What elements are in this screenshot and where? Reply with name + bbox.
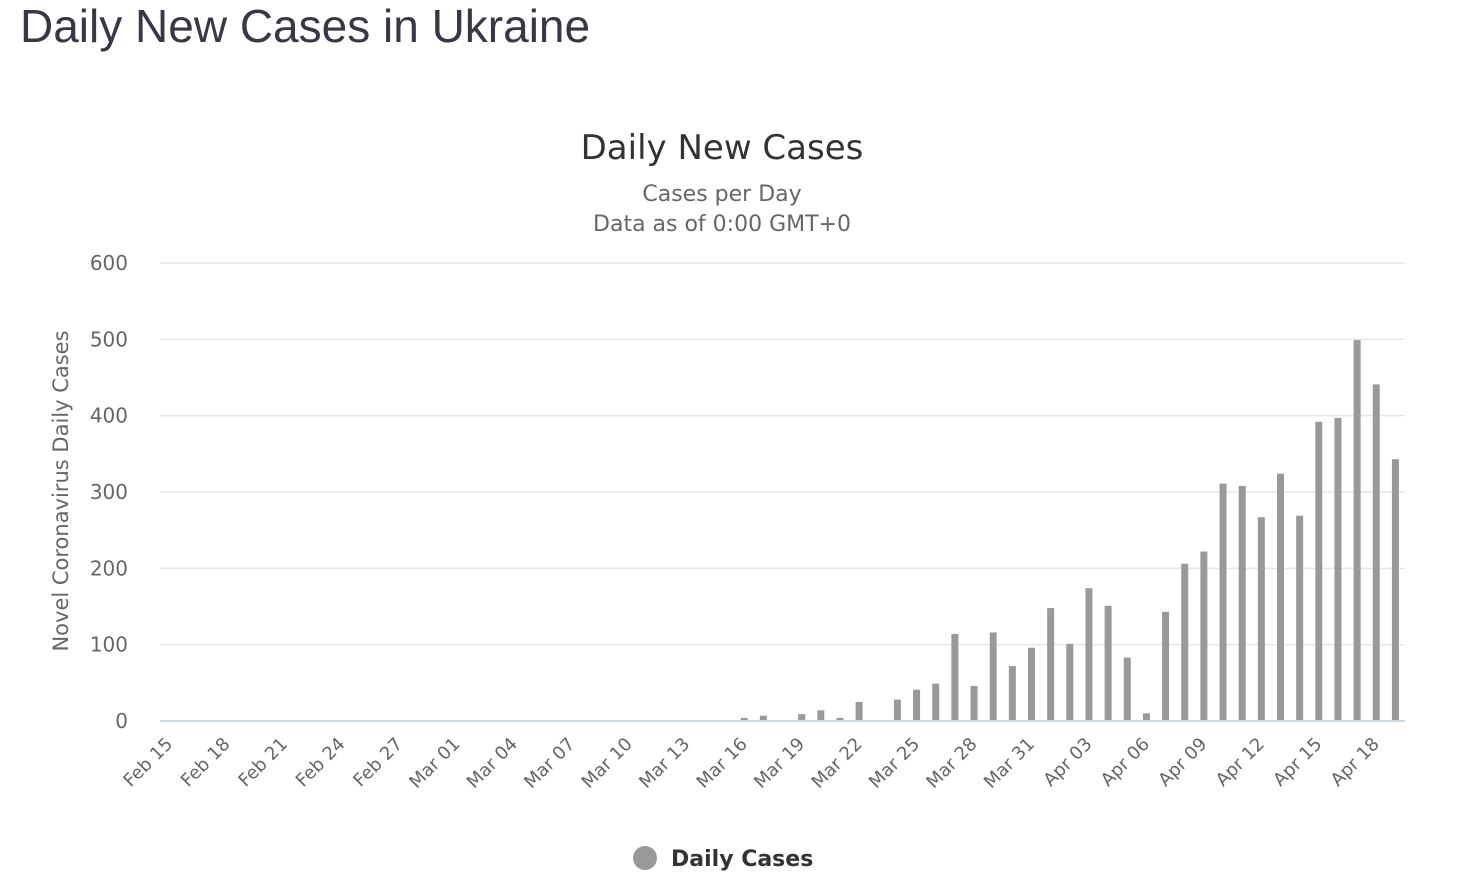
x-tick-label-mar-10: Mar 10 xyxy=(578,734,637,793)
legend[interactable]: Daily Cases xyxy=(633,846,813,872)
y-tick-label-100: 100 xyxy=(90,633,128,657)
bar-apr-14[interactable] xyxy=(1296,515,1304,721)
x-tick-label-apr-09: Apr 09 xyxy=(1154,734,1211,791)
y-axis-ticks: 0 100 200 300 400 500 600 xyxy=(90,251,128,733)
bar-apr-01[interactable] xyxy=(1047,608,1055,721)
bar-apr-04[interactable] xyxy=(1104,605,1112,721)
y-tick-label-300: 300 xyxy=(90,480,128,504)
gridlines xyxy=(160,262,1405,646)
bar-apr-13[interactable] xyxy=(1277,473,1284,721)
x-tick-label-mar-16: Mar 16 xyxy=(693,734,752,793)
bar-apr-10[interactable] xyxy=(1219,483,1227,721)
bar-mar-28[interactable] xyxy=(970,685,978,721)
x-tick-label-feb-21: Feb 21 xyxy=(234,734,292,792)
bar-mar-20[interactable] xyxy=(817,710,825,721)
x-tick-label-feb-18: Feb 18 xyxy=(177,734,235,792)
legend-marker-daily-cases xyxy=(633,846,657,870)
bar-apr-19[interactable] xyxy=(1391,459,1399,721)
x-tick-label-mar-07: Mar 07 xyxy=(520,734,579,793)
chart-subtitle-data-as-of: Data as of 0:00 GMT+0 xyxy=(593,212,851,237)
bar-mar-17[interactable] xyxy=(759,715,767,721)
y-tick-label-0: 0 xyxy=(115,709,128,733)
bars xyxy=(740,340,1399,721)
bar-apr-08[interactable] xyxy=(1181,563,1189,721)
x-tick-label-mar-01: Mar 01 xyxy=(405,734,464,793)
x-tick-label-mar-22: Mar 22 xyxy=(808,734,867,793)
y-axis-title: Novel Coronavirus Daily Cases xyxy=(49,330,73,651)
bar-apr-18[interactable] xyxy=(1372,384,1380,721)
bar-apr-11[interactable] xyxy=(1238,485,1246,721)
y-tick-label-600: 600 xyxy=(90,251,128,275)
bar-apr-09[interactable] xyxy=(1200,551,1208,721)
bar-mar-21[interactable] xyxy=(836,717,844,721)
legend-label-daily-cases: Daily Cases xyxy=(671,847,813,872)
bar-mar-30[interactable] xyxy=(1008,666,1016,721)
bar-mar-27[interactable] xyxy=(951,633,959,721)
bar-apr-05[interactable] xyxy=(1123,657,1131,721)
x-tick-label-mar-13: Mar 13 xyxy=(635,734,694,793)
bar-mar-19[interactable] xyxy=(798,714,806,721)
bar-mar-29[interactable] xyxy=(989,632,997,721)
bar-apr-16[interactable] xyxy=(1334,417,1342,721)
x-tick-label-mar-31: Mar 31 xyxy=(980,734,1039,793)
bar-apr-15[interactable] xyxy=(1315,421,1323,721)
bar-apr-02[interactable] xyxy=(1066,643,1074,721)
bar-mar-24[interactable] xyxy=(893,699,901,721)
bar-mar-16[interactable] xyxy=(740,717,748,721)
bar-apr-03[interactable] xyxy=(1085,588,1093,721)
bar-mar-31[interactable] xyxy=(1028,647,1035,721)
y-tick-label-500: 500 xyxy=(90,327,128,351)
x-tick-label-feb-24: Feb 24 xyxy=(292,734,350,792)
bar-apr-07[interactable] xyxy=(1162,611,1170,721)
bar-mar-25[interactable] xyxy=(913,689,921,721)
x-tick-label-apr-18: Apr 18 xyxy=(1327,734,1384,791)
bar-mar-22[interactable] xyxy=(855,701,863,721)
x-tick-label-apr-12: Apr 12 xyxy=(1212,734,1269,791)
chart-subtitle: Cases per Day xyxy=(642,182,801,207)
x-tick-label-feb-15: Feb 15 xyxy=(119,734,177,792)
x-tick-label-apr-15: Apr 15 xyxy=(1269,734,1326,791)
x-tick-label-apr-03: Apr 03 xyxy=(1039,734,1096,791)
x-tick-label-mar-25: Mar 25 xyxy=(865,734,924,793)
x-tick-label-mar-28: Mar 28 xyxy=(922,734,981,793)
page-heading: Daily New Cases in Ukraine xyxy=(20,0,591,52)
bar-apr-06[interactable] xyxy=(1142,713,1150,721)
y-tick-label-400: 400 xyxy=(90,404,128,428)
x-tick-label-apr-06: Apr 06 xyxy=(1097,734,1154,791)
bar-apr-12[interactable] xyxy=(1257,517,1265,721)
y-tick-label-200: 200 xyxy=(90,556,128,580)
bar-apr-17[interactable] xyxy=(1353,340,1361,721)
chart-title: Daily New Cases xyxy=(581,128,864,168)
x-tick-label-mar-19: Mar 19 xyxy=(750,734,809,793)
x-tick-label-feb-27: Feb 27 xyxy=(349,734,407,792)
x-tick-label-mar-04: Mar 04 xyxy=(463,734,522,793)
bar-mar-26[interactable] xyxy=(932,683,940,721)
